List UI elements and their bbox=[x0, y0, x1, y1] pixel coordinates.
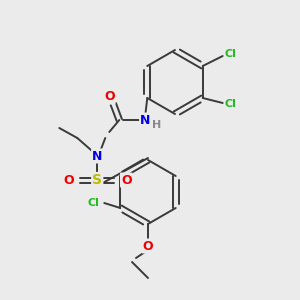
Text: S: S bbox=[92, 173, 102, 187]
Text: H: H bbox=[152, 120, 161, 130]
Text: Cl: Cl bbox=[225, 49, 237, 59]
Text: Cl: Cl bbox=[87, 198, 99, 208]
Text: N: N bbox=[92, 149, 103, 163]
Text: O: O bbox=[143, 239, 153, 253]
Text: N: N bbox=[140, 113, 151, 127]
Text: O: O bbox=[121, 173, 132, 187]
Text: Cl: Cl bbox=[225, 99, 237, 109]
Text: O: O bbox=[104, 91, 115, 103]
Text: O: O bbox=[63, 173, 74, 187]
